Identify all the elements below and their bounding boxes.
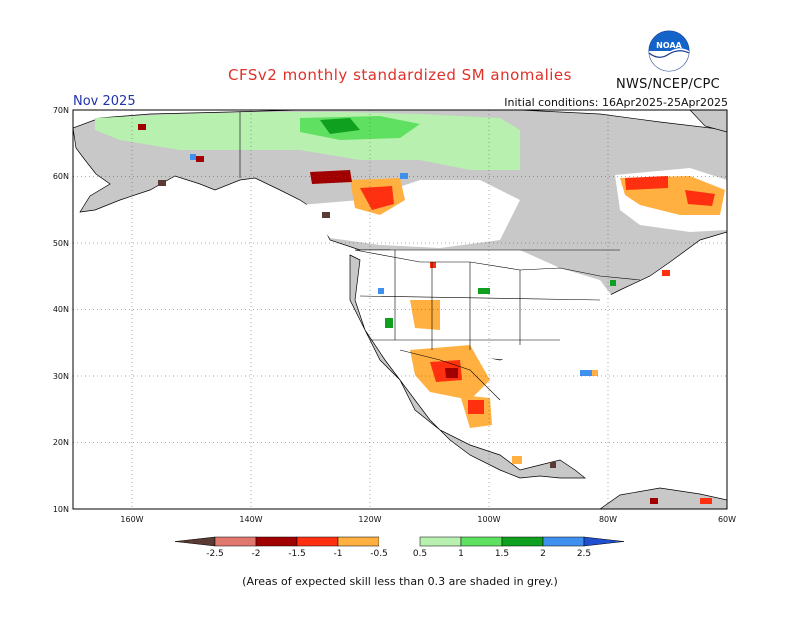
political-borders <box>239 112 641 401</box>
colorbar-label: -1 <box>334 549 343 559</box>
lon-label: 100W <box>477 515 500 524</box>
colorbar-swatch <box>542 536 585 547</box>
negative-anomaly-southwest <box>410 300 492 428</box>
colorbar-swatch <box>255 536 298 547</box>
lon-label: 80W <box>599 515 617 524</box>
lon-label: 120W <box>358 515 381 524</box>
target-month-label: Nov 2025 <box>73 94 136 109</box>
lat-label: 70N <box>53 106 69 115</box>
noaa-logo-icon: NOAA <box>648 30 690 72</box>
colorbar-label: 2.5 <box>577 549 591 559</box>
colorbar-label: -2.5 <box>206 549 224 559</box>
lat-axis: 70N 60N 50N 40N 30N 20N 10N <box>53 106 69 514</box>
anomaly-pixels <box>138 124 712 504</box>
colorbar-swatch <box>337 536 380 547</box>
colorbar-label: -0.5 <box>370 549 388 559</box>
colorbar-label: -2 <box>252 549 261 559</box>
map-frame <box>72 109 728 510</box>
skill-footnote: (Areas of expected skill less than 0.3 a… <box>242 575 558 588</box>
colorbar-swatch <box>214 536 257 547</box>
colorbar-arrow-low <box>174 536 216 547</box>
lat-label: 20N <box>53 438 69 447</box>
positive-anomaly-band <box>95 112 520 170</box>
graticule <box>73 110 727 509</box>
colorbar-label: 2 <box>540 549 546 559</box>
lat-label: 60N <box>53 172 69 181</box>
lon-label: 160W <box>120 515 143 524</box>
agency-label: NWS/NCEP/CPC <box>616 77 721 92</box>
lat-label: 10N <box>53 505 69 514</box>
colorbar-swatch <box>296 536 339 547</box>
lon-label: 60W <box>718 515 736 524</box>
lon-axis: 160W 140W 120W 100W 80W 60W <box>120 515 736 524</box>
colorbar-swatch <box>419 536 462 547</box>
colorbar-swatch <box>501 536 544 547</box>
colorbar-arrow-high <box>583 536 625 547</box>
negative-anomaly-canada <box>310 170 725 215</box>
lat-label: 50N <box>53 239 69 248</box>
colorbar-label: 1 <box>458 549 464 559</box>
map-layers <box>73 110 727 509</box>
map-title: CFSv2 monthly standardized SM anomalies <box>228 66 572 84</box>
colorbar-swatch <box>460 536 503 547</box>
colorbar-label: -1.5 <box>288 549 306 559</box>
colorbar-label: 1.5 <box>495 549 509 559</box>
noaa-logo-text: NOAA <box>656 41 682 50</box>
initial-conditions-label: Initial conditions: 16Apr2025-25Apr2025 <box>504 96 728 109</box>
colorbar-label: 0.5 <box>413 549 427 559</box>
colorbar-swatch <box>379 537 420 546</box>
lat-label: 40N <box>53 305 69 314</box>
lon-label: 140W <box>239 515 262 524</box>
lat-label: 30N <box>53 372 69 381</box>
colorbar: -2.5 -2 -1.5 -1 -0.5 0.5 1 1.5 2 2.5 <box>174 536 625 559</box>
